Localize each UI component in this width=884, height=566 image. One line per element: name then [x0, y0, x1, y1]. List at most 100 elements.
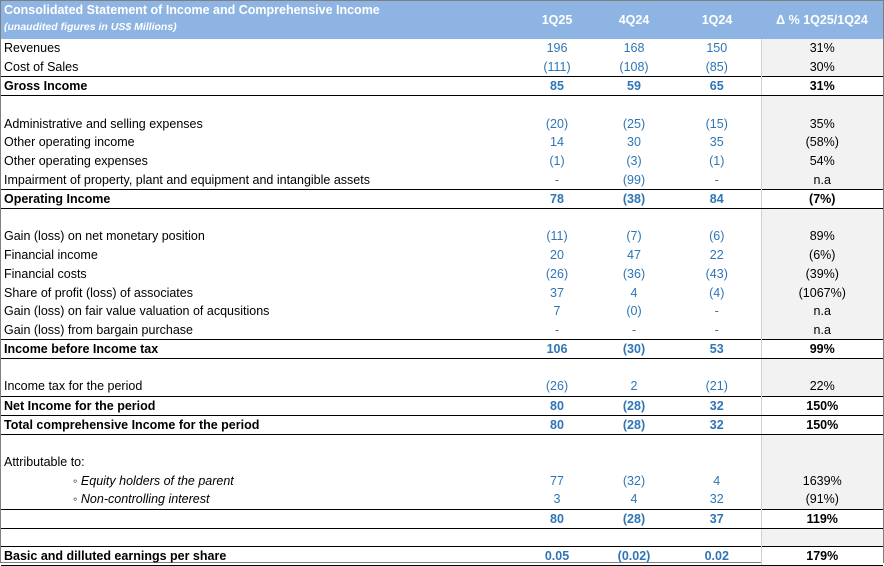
row-label: Income tax for the period: [4, 379, 143, 394]
value-cell: 32: [673, 414, 761, 435]
spacer-row: [1, 208, 883, 227]
change-cell: 99%: [760, 339, 883, 359]
value-cell: (21): [705, 379, 728, 394]
change-cell: (7%): [760, 188, 883, 209]
table-row: Share of profit (loss) of associates 37 4 (…: [1, 283, 883, 302]
value-cell: 4: [630, 492, 638, 507]
table-row: Gain (loss) from bargain purchase - - - n.a: [1, 320, 883, 340]
change-cell: 150%: [760, 414, 883, 435]
empty-cell: [519, 96, 595, 115]
value-cell: (32): [622, 473, 646, 488]
table-row: Financial income 20 47 22 (6%): [1, 245, 883, 265]
change-cell: 30%: [760, 57, 883, 77]
empty-cell: [673, 528, 761, 547]
value-cell: (30): [595, 339, 673, 359]
row-label: Financial costs: [4, 266, 87, 281]
empty-cell: [673, 434, 761, 453]
value-cell: 53: [673, 339, 761, 359]
value-cell: 106: [519, 339, 595, 359]
value-cell: (15): [705, 116, 728, 131]
table-row: Net Income for the period 80 (28) 32 150%: [1, 395, 883, 416]
row-label: Administrative and selling expenses: [4, 116, 203, 131]
table-row: Gross Income 85 59 65 31%: [1, 76, 883, 96]
value-cell: 14: [550, 135, 564, 150]
value-cell: (28): [595, 414, 673, 435]
empty-cell: [673, 96, 761, 115]
value-cell: (0): [626, 304, 642, 319]
value-cell: 30: [627, 135, 641, 150]
value-cell: 150: [706, 41, 728, 56]
table-row: 80 (28) 37 119%: [1, 508, 883, 529]
table-row: Administrative and selling expenses (20) (…: [1, 114, 883, 133]
value-cell: [595, 453, 673, 472]
value-cell: [673, 453, 761, 472]
table-body: Revenues 196 168 150 31% Cost of Sales (111) (1…: [1, 39, 883, 566]
header-row: Consolidated Statement of Income and Com…: [1, 1, 883, 39]
value-cell: 32: [709, 492, 724, 507]
value-cell: -: [714, 322, 719, 337]
value-cell: 80: [519, 508, 595, 529]
value-cell: (111): [543, 59, 571, 74]
change-cell: (39%): [760, 264, 883, 284]
value-cell: (6): [709, 229, 725, 244]
row-label: Total comprehensive Income for the perio…: [1, 414, 519, 435]
empty-cell: [519, 434, 595, 453]
value-cell: (3): [626, 154, 642, 169]
change-cell: (6%): [760, 245, 883, 265]
table-row: Attributable to:: [1, 452, 883, 472]
row-label: Impairment of property, plant and equipm…: [4, 172, 370, 187]
empty-cell: [760, 208, 883, 227]
change-cell: 35%: [760, 114, 883, 133]
value-cell: 80: [519, 395, 595, 416]
change-cell: 54%: [760, 151, 883, 171]
value-cell: 85: [519, 76, 595, 96]
empty-cell: [1, 96, 519, 115]
row-label: ◦ Equity holders of the parent: [73, 473, 234, 488]
value-cell: (38): [595, 188, 673, 209]
table-row: Total comprehensive Income for the perio…: [1, 414, 883, 435]
value-cell: 168: [623, 41, 645, 56]
change-cell: n.a: [760, 302, 883, 321]
empty-cell: [595, 434, 673, 453]
value-cell: 20: [550, 248, 564, 263]
row-label: Gain (loss) from bargain purchase: [4, 322, 193, 337]
empty-cell: [519, 359, 595, 378]
change-cell: n.a: [760, 320, 883, 340]
value-cell: -: [631, 322, 637, 337]
change-cell: 31%: [760, 39, 883, 58]
change-cell: 150%: [760, 395, 883, 416]
value-cell: (11): [546, 229, 568, 244]
value-cell: 3: [553, 492, 561, 507]
spacer-row: [1, 434, 883, 453]
value-cell: -: [554, 172, 560, 187]
row-label: Operating Income: [1, 188, 519, 209]
empty-cell: [519, 208, 595, 227]
value-cell: (28): [595, 508, 673, 529]
value-cell: 196: [546, 41, 568, 56]
empty-cell: [1, 359, 519, 378]
change-cell: n.a: [760, 170, 883, 190]
table-row: Financial costs (26) (36) (43) (39%): [1, 264, 883, 284]
value-cell: (4): [709, 285, 725, 300]
empty-cell: [1, 528, 519, 547]
table-row: Operating Income 78 (38) 84 (7%): [1, 188, 883, 209]
column-header: 1Q25: [519, 1, 595, 39]
value-cell: (28): [595, 395, 673, 416]
change-cell: 89%: [760, 227, 883, 246]
value-cell: 77: [550, 473, 564, 488]
table-row: Gain (loss) on net monetary position (11)…: [1, 227, 883, 246]
empty-cell: [760, 358, 883, 378]
empty-cell: [760, 434, 883, 453]
value-cell: 7: [553, 304, 561, 319]
value-cell: (7): [626, 229, 642, 244]
table-row: Revenues 196 168 150 31%: [1, 39, 883, 58]
empty-cell: [760, 528, 883, 547]
spacer-row: [1, 358, 883, 378]
row-label: Financial income: [4, 248, 98, 263]
value-cell: (1): [709, 154, 725, 169]
value-cell: (108): [619, 59, 649, 74]
empty-cell: [595, 96, 673, 115]
value-cell: 37: [550, 285, 564, 300]
value-cell: (25): [622, 116, 646, 131]
